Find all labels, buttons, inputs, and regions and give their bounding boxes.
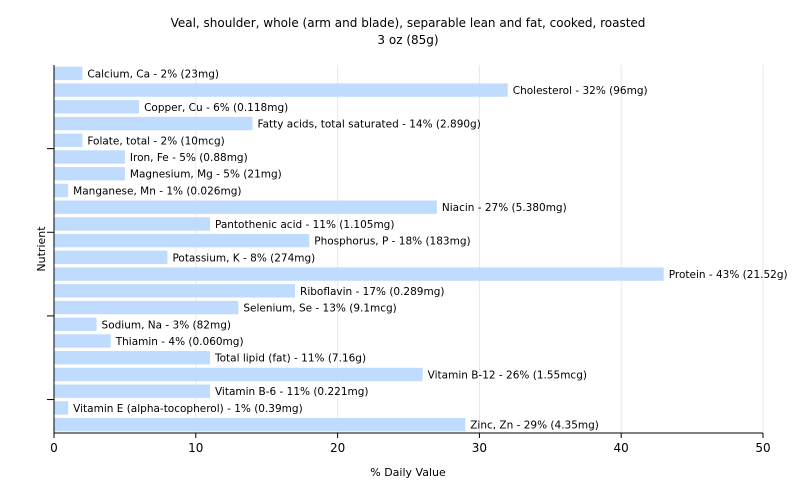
bar-label-5: Iron, Fe - 5% (0.88mg): [130, 152, 248, 164]
bar-label-8: Niacin - 27% (5.380mg): [442, 202, 567, 214]
bar-label-16: Thiamin - 4% (0.060mg): [115, 336, 244, 348]
x-tick-label-30: 30: [472, 441, 487, 455]
x-tick-label-40: 40: [614, 441, 629, 455]
bar-label-2: Copper, Cu - 6% (0.118mg): [144, 102, 288, 114]
bar-20: [54, 401, 69, 415]
bar-label-12: Protein - 43% (21.52g): [669, 269, 788, 281]
bar-8: [54, 200, 437, 214]
bar-1: [54, 83, 508, 97]
bar-6: [54, 167, 125, 181]
x-tick-label-20: 20: [330, 441, 345, 455]
bar-9: [54, 217, 210, 231]
bar-11: [54, 250, 168, 265]
y-axis-label: Nutrient: [35, 226, 48, 272]
bar-label-18: Vitamin B-12 - 26% (1.55mcg): [428, 369, 587, 381]
bar-label-21: Zinc, Zn - 29% (4.35mg): [470, 420, 599, 432]
x-tick-label-50: 50: [755, 441, 770, 455]
bar-10: [54, 233, 310, 248]
bar-label-17: Total lipid (fat) - 11% (7.16g): [214, 353, 366, 365]
x-tick-label-0: 0: [50, 441, 58, 455]
bar-12: [54, 267, 664, 281]
bar-label-4: Folate, total - 2% (10mcg): [87, 135, 224, 147]
bar-19: [54, 384, 210, 398]
bar-18: [54, 367, 423, 382]
bar-21: [54, 417, 466, 432]
bar-7: [54, 183, 69, 198]
bar-label-19: Vitamin B-6 - 11% (0.221mg): [215, 386, 369, 398]
bar-label-0: Calcium, Ca - 2% (23mg): [87, 68, 219, 80]
x-tick-label-10: 10: [188, 441, 203, 455]
bar-4: [54, 133, 83, 147]
bar-label-20: Vitamin E (alpha-tocopherol) - 1% (0.39m…: [73, 403, 303, 415]
bar-0: [54, 66, 83, 81]
bar-label-14: Selenium, Se - 13% (9.1mcg): [243, 303, 396, 315]
bar-15: [54, 317, 97, 331]
bar-label-9: Pantothenic acid - 11% (1.105mg): [215, 219, 394, 231]
bar-label-3: Fatty acids, total saturated - 14% (2.89…: [258, 119, 481, 131]
x-axis-label: % Daily Value: [370, 466, 446, 479]
bar-5: [54, 150, 125, 164]
chart-subtitle: 3 oz (85g): [377, 33, 438, 47]
bar-label-6: Magnesium, Mg - 5% (21mg): [130, 169, 282, 181]
bar-14: [54, 300, 239, 315]
bar-2: [54, 100, 140, 114]
bar-label-15: Sodium, Na - 3% (82mg): [102, 319, 231, 331]
bar-17: [54, 351, 210, 365]
bar-label-11: Potassium, K - 8% (274mg): [172, 252, 315, 264]
axes: 0 10 20 30 40 50: [47, 65, 771, 455]
bar-label-13: Riboflavin - 17% (0.289mg): [300, 286, 444, 298]
bar-label-10: Phosphorus, P - 18% (183mg): [314, 236, 470, 248]
chart-title: Veal, shoulder, whole (arm and blade), s…: [171, 16, 646, 30]
bar-label-7: Manganese, Mn - 1% (0.026mg): [73, 185, 241, 197]
bar-3: [54, 116, 253, 131]
bar-13: [54, 284, 296, 298]
bar-label-1: Cholesterol - 32% (96mg): [513, 85, 648, 97]
bars: Calcium, Ca - 2% (23mg) Cholesterol - 32%…: [54, 66, 788, 432]
bar-16: [54, 334, 111, 348]
